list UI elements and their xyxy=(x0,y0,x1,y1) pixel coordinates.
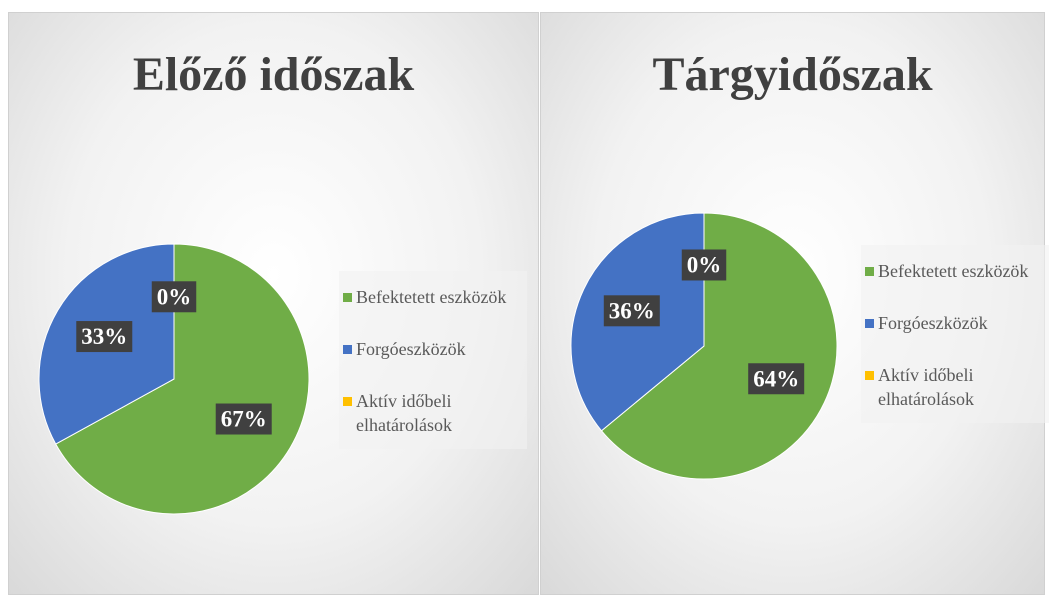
legend-swatch xyxy=(865,319,874,328)
legend: Befektetett eszközök Forgóeszközök Aktív i… xyxy=(339,271,527,449)
data-label-box xyxy=(681,249,727,281)
pie-slice xyxy=(600,212,838,480)
data-label-text: 0% xyxy=(157,284,192,309)
legend-item: Befektetett eszközök xyxy=(343,285,523,309)
legend-label: Befektetett eszközök xyxy=(878,261,1029,281)
legend-item: Forgóeszközök xyxy=(865,311,1045,335)
legend-swatch xyxy=(343,293,352,302)
legend-label: Forgóeszközök xyxy=(356,339,466,359)
data-label-text: 64% xyxy=(753,366,799,391)
data-label: 67% xyxy=(215,403,272,435)
data-label-text: 67% xyxy=(221,407,267,432)
data-label-box xyxy=(151,281,197,313)
legend-swatch xyxy=(343,397,352,406)
legend-label: Forgóeszközök xyxy=(878,313,988,333)
legend-item: Forgóeszközök xyxy=(343,337,523,361)
data-label: 64% xyxy=(748,363,805,395)
legend-label: Aktív időbeli elhatárolások xyxy=(878,365,974,409)
data-label: 33% xyxy=(76,321,133,353)
legend-item: Aktív időbeli elhatárolások xyxy=(865,363,1045,411)
legend-swatch xyxy=(865,267,874,276)
legend-item: Befektetett eszközök xyxy=(865,259,1045,283)
data-label: 0% xyxy=(151,281,197,313)
data-label-box xyxy=(603,295,660,327)
chart-title: Tárgyidőszak xyxy=(652,48,933,101)
data-label-text: 36% xyxy=(609,298,655,323)
legend-item: Aktív időbeli elhatárolások xyxy=(343,389,523,437)
pie-chart: 64% 36% 0% xyxy=(570,212,838,480)
chart-panel: 64% 36% 0% Tárgyidőszak Befektetett eszközök… xyxy=(540,12,1049,595)
pie-chart: 67% 33% 0% xyxy=(38,243,310,515)
chart-title: Előző időszak xyxy=(132,48,415,101)
pie-slice xyxy=(55,243,310,515)
legend: Befektetett eszközök Forgóeszközök Aktív i… xyxy=(861,245,1049,423)
data-label: 0% xyxy=(681,249,727,281)
chart-panel: 67% 33% 0% Előző időszak Befektetett eszközö… xyxy=(8,12,539,595)
data-label-text: 33% xyxy=(81,324,127,349)
legend-label: Aktív időbeli elhatárolások xyxy=(356,391,452,435)
data-label-text: 0% xyxy=(687,252,722,277)
data-label-box xyxy=(215,403,272,435)
data-label: 36% xyxy=(603,295,660,327)
data-label-box xyxy=(76,321,133,353)
data-label-box xyxy=(748,363,805,395)
legend-swatch xyxy=(343,345,352,354)
legend-swatch xyxy=(865,371,874,380)
legend-label: Befektetett eszközök xyxy=(356,287,507,307)
